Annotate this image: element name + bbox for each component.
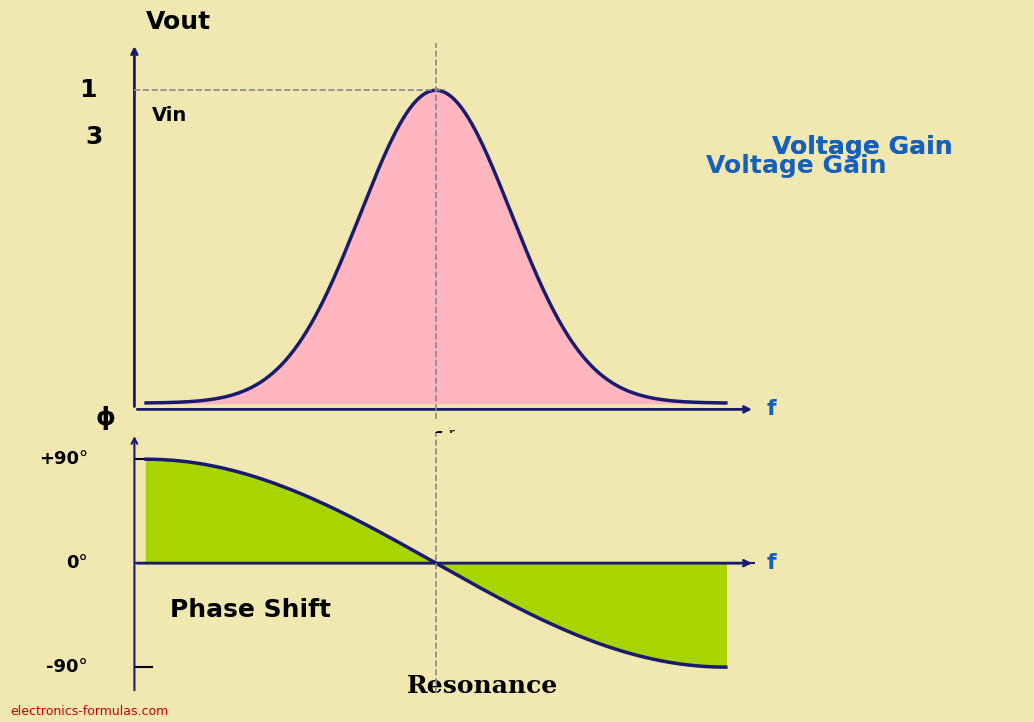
Text: r: r (449, 427, 454, 440)
Text: f: f (766, 399, 777, 419)
Text: High Frequencies: High Frequencies (515, 447, 658, 465)
Text: -90°: -90° (47, 658, 88, 676)
Text: Resonance: Resonance (406, 674, 558, 698)
Text: Voltage Gain: Voltage Gain (772, 134, 953, 159)
Text: Voltage Gain: Voltage Gain (706, 154, 886, 178)
Text: 0°: 0° (66, 554, 88, 572)
Text: 1: 1 (80, 78, 97, 103)
Text: +90°: +90° (39, 451, 88, 468)
Text: f: f (431, 431, 440, 451)
Text: f: f (766, 553, 777, 573)
Text: electronics-formulas.com: electronics-formulas.com (10, 705, 169, 718)
Text: 3: 3 (85, 125, 102, 149)
Text: Vout: Vout (146, 10, 211, 34)
Text: Voltage Gain: Voltage Gain (772, 134, 953, 159)
Text: Vin: Vin (152, 106, 187, 125)
Text: Low Frequencies: Low Frequencies (182, 447, 320, 465)
Text: Phase Shift: Phase Shift (170, 598, 331, 622)
Text: ϕ: ϕ (95, 406, 116, 430)
